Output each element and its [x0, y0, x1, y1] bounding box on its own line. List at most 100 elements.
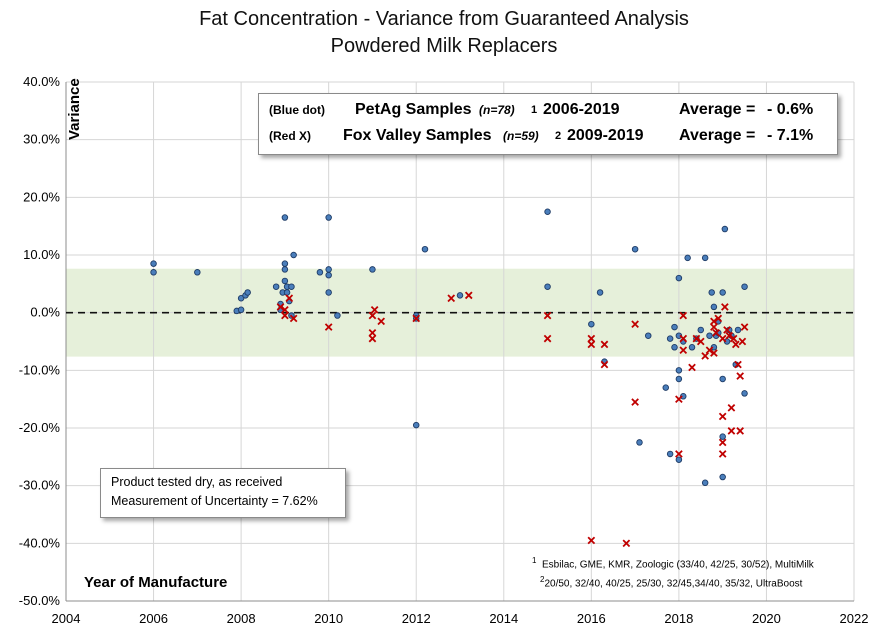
petag-point	[680, 393, 687, 400]
foxvalley-point	[727, 403, 736, 412]
y-tick-label: 40.0%	[23, 74, 60, 89]
legend-series-name: Fox Valley Samples	[343, 127, 492, 144]
y-tick-label: 30.0%	[23, 132, 60, 147]
x-stroke	[705, 346, 714, 354]
petag-point	[710, 344, 718, 351]
foxvalley-point	[740, 323, 749, 331]
x-stroke	[600, 360, 609, 369]
foxvalley-point	[714, 314, 723, 323]
petag-point	[325, 289, 332, 296]
foxvalley-point	[281, 305, 289, 314]
x-stroke	[710, 317, 718, 326]
chart-title: Fat Concentration - Variance from Guaran…	[199, 8, 689, 30]
foxvalley-point	[675, 450, 683, 458]
x-stroke	[712, 329, 720, 337]
foxvalley-point	[600, 360, 609, 369]
legend-years: 2006-2019	[543, 101, 620, 118]
foxvalley-point	[738, 337, 747, 346]
x-stroke	[734, 360, 742, 369]
x-stroke	[725, 331, 734, 340]
foxvalley-point	[631, 398, 639, 406]
x-stroke	[368, 311, 377, 320]
x-stroke	[631, 320, 639, 329]
x-stroke	[324, 323, 333, 331]
x-stroke	[447, 294, 456, 303]
petag-point	[741, 283, 748, 290]
foxvalley-point	[712, 329, 720, 337]
x-tick-label: 2012	[402, 611, 431, 626]
petag-point	[636, 439, 643, 446]
x-stroke	[281, 305, 289, 314]
petag-point	[710, 303, 718, 311]
foxvalley-point	[736, 427, 745, 435]
y-tick-label: -20.0%	[19, 420, 61, 435]
petag-point	[281, 266, 289, 273]
legend-years: 2009-2019	[567, 127, 644, 144]
x-stroke	[412, 314, 421, 323]
x-tick-label: 2016	[577, 611, 606, 626]
x-stroke	[736, 372, 745, 380]
x-stroke	[727, 427, 736, 435]
foxvalley-point	[710, 317, 718, 326]
x-stroke	[370, 305, 379, 314]
x-stroke	[543, 311, 552, 320]
petag-point	[588, 320, 595, 328]
footnote-1: 1 Esbilac, GME, KMR, Zoologic (33/40, 42…	[532, 556, 814, 570]
foxvalley-point	[543, 311, 552, 320]
foxvalley-point	[710, 323, 718, 331]
x-stroke	[679, 311, 688, 320]
x-stroke	[729, 334, 738, 343]
petag-point	[719, 473, 726, 481]
x-stroke	[738, 337, 747, 346]
legend: (Blue dot) PetAg Samples (n=78) 1 2006-2…	[258, 93, 838, 155]
foxvalley-point	[675, 395, 683, 404]
x-stroke	[600, 340, 609, 349]
foxvalley-point	[736, 372, 745, 380]
petag-point	[662, 384, 670, 391]
x-stroke	[631, 398, 639, 406]
y-tick-label: 10.0%	[23, 247, 60, 262]
petag-point	[544, 283, 551, 290]
legend-average-label: Average =	[679, 101, 756, 118]
foxvalley-point	[729, 334, 738, 343]
foxvalley-point	[368, 311, 377, 320]
x-stroke	[727, 403, 736, 412]
footnote-1-mark: 1	[532, 556, 537, 565]
petag-point	[701, 479, 709, 487]
petag-point	[316, 269, 324, 276]
petag-point	[721, 225, 729, 233]
x-stroke	[679, 346, 688, 354]
y-tick-label: -40.0%	[19, 535, 61, 550]
foxvalley-point	[725, 331, 734, 340]
foxvalley-point	[412, 314, 421, 323]
x-stroke	[675, 395, 683, 404]
petag-point	[544, 208, 551, 215]
petag-point	[237, 295, 245, 302]
foxvalley-point	[696, 337, 705, 346]
y-tick-label: -50.0%	[19, 593, 61, 608]
x-stroke	[289, 314, 298, 323]
foxvalley-point	[368, 329, 377, 337]
petag-point	[701, 254, 709, 262]
legend-tag: (Red X)	[269, 129, 311, 143]
petag-point	[194, 269, 201, 276]
x-stroke	[543, 334, 552, 343]
x-stroke	[736, 427, 745, 435]
x-tick-label: 2020	[752, 611, 781, 626]
x-stroke	[696, 337, 705, 346]
x-stroke	[587, 334, 596, 343]
y-tick-label: -30.0%	[19, 478, 61, 493]
foxvalley-point	[723, 326, 731, 334]
foxvalley-point	[276, 303, 285, 311]
chart-subtitle: Powdered Milk Replacers	[330, 35, 558, 57]
foxvalley-point	[281, 311, 289, 320]
x-tick-label: 2010	[314, 611, 343, 626]
foxvalley-point	[710, 349, 718, 357]
petag-point	[281, 260, 289, 267]
x-stroke	[675, 450, 683, 458]
x-stroke	[679, 334, 688, 343]
petag-point	[688, 344, 696, 351]
petag-point	[325, 271, 332, 279]
x-tick-label: 2018	[664, 611, 693, 626]
